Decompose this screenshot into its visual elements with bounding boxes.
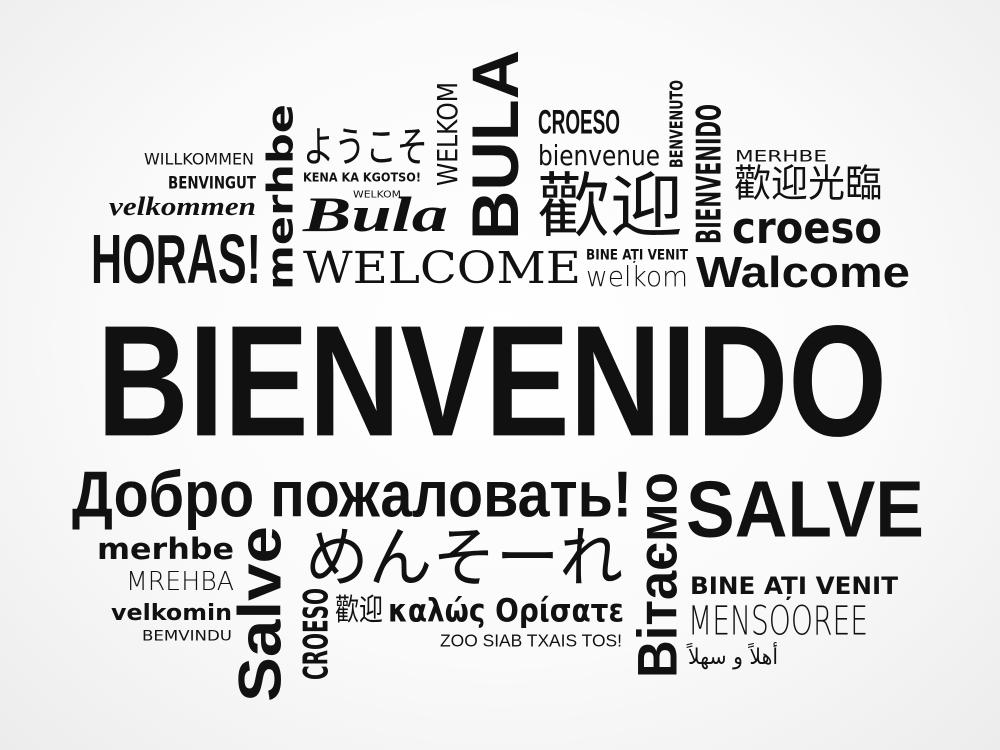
word-horas: HORAS! — [91, 219, 261, 299]
word-mrehba: MREHBA — [126, 567, 234, 597]
word-benvingut: BENVINGUT — [168, 173, 256, 194]
word-menso-hira: めんそーれ — [305, 520, 623, 597]
word-bienvenido-large: BIENVENIDO — [97, 293, 887, 470]
word-bine-bold: BINE AȚI VENIT — [690, 572, 898, 600]
word-huanying-guanglin: 歡迎光臨 — [734, 162, 882, 206]
word-ahlan: أهلاً و سهلاً — [688, 645, 778, 670]
word-bienvenue: bienvenue — [538, 139, 660, 172]
word-merhbe-caps: MERHBE — [735, 146, 827, 166]
word-velkomin: velkomin — [111, 601, 232, 626]
word-benvenuto-vertical: BENVENUTO — [666, 80, 688, 168]
word-willkommen: WILLKOMMEN — [144, 149, 254, 169]
word-bula-vertical: BULA — [458, 49, 533, 240]
word-welkom-tiny: WELKOM — [353, 189, 401, 201]
word-yokoso: ようこそ — [303, 123, 428, 172]
word-kalos-orisate: καλώς Ορίσατε — [388, 592, 624, 630]
word-huanying-large: 歡迎 — [537, 166, 683, 248]
word-welkom-lower: welkom — [586, 260, 688, 293]
word-bienvenido-vertical: BIENVENIDO — [690, 103, 730, 244]
word-merhbe-bold: merhbe — [97, 533, 234, 567]
word-vitaemo-vertical: Вітаємо — [627, 472, 690, 678]
word-croeso-right: croeso — [732, 202, 882, 254]
word-kena-ka-kgotso: KENA KA KGOTSO! — [303, 170, 421, 185]
word-velkommen: velkommen — [109, 192, 256, 221]
word-croeso-vertical: CROESO — [297, 588, 337, 680]
word-bine-small: BINE AȚI VENIT — [586, 247, 688, 264]
word-dobro-pozhalovat: Добро пожаловать! — [72, 458, 632, 531]
word-bemvindu: BEMVINDU — [142, 628, 232, 645]
word-bula-script: Bula — [303, 187, 448, 243]
word-zoo-siab: ZOO SIAB TXAIS TOS! — [440, 631, 622, 652]
word-salve-vertical: Salve — [227, 526, 294, 702]
word-merhbe-vertical: merhbe — [259, 104, 302, 290]
word-salve-right: SALVE — [686, 464, 924, 554]
word-walcome: Walcome — [696, 247, 910, 297]
word-huanying-small: 歡迎 — [335, 593, 383, 628]
word-welcome: WELCOME — [303, 242, 581, 294]
word-croeso-top: CROESO — [538, 103, 620, 142]
word-mensooree: MENSOOREE — [688, 597, 868, 644]
